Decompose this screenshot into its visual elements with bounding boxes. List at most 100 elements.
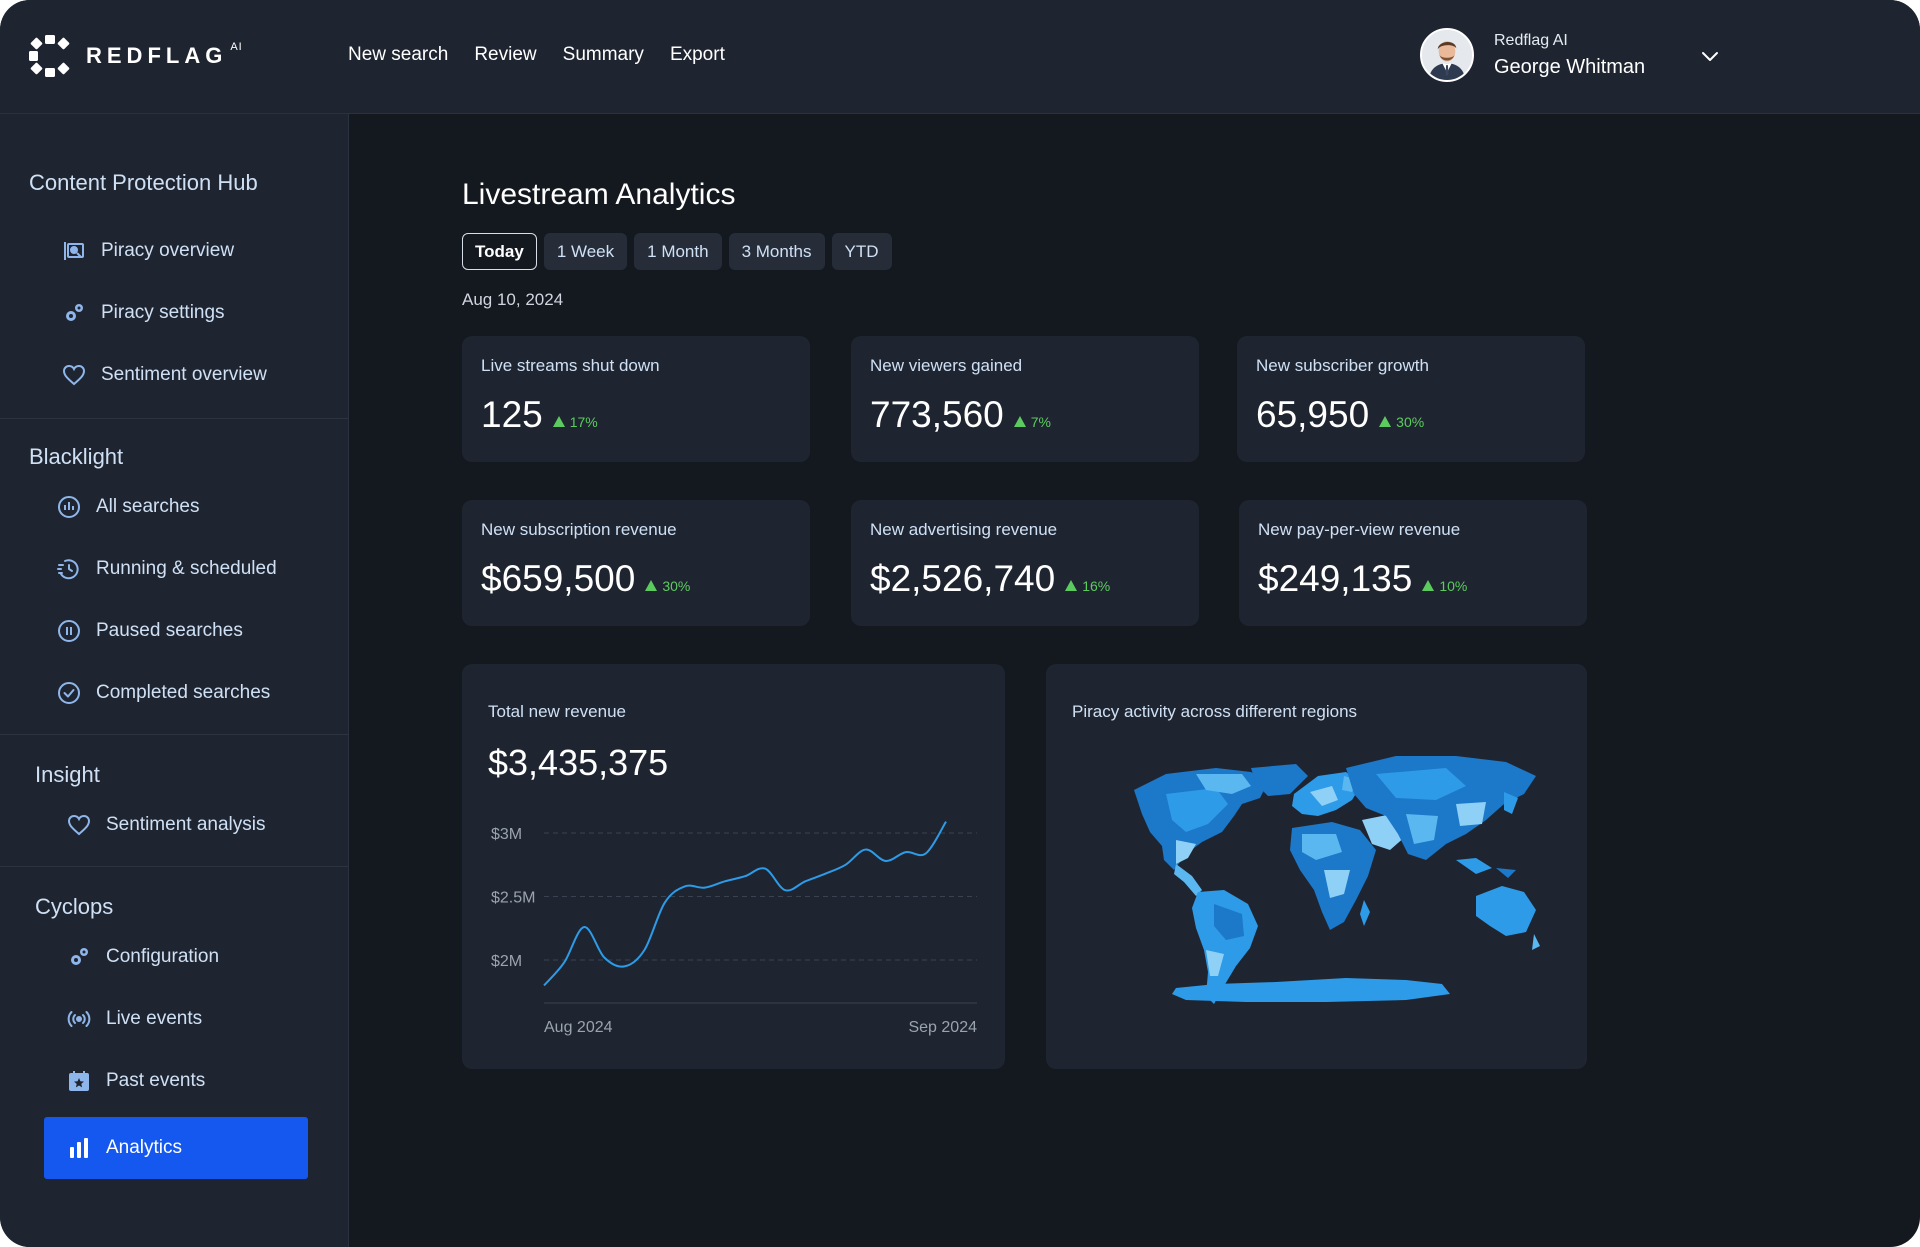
sidebar-item-live-events[interactable]: Live events — [66, 1006, 202, 1032]
stat-label: New subscriber growth — [1256, 356, 1429, 375]
delta-value: 30% — [662, 577, 691, 594]
brand-name: REDFLAG — [86, 43, 228, 68]
delta-value: 10% — [1439, 577, 1468, 594]
sidebar-item-sentiment-analysis[interactable]: Sentiment analysis — [66, 812, 265, 838]
y-tick-label: $2.5M — [491, 890, 535, 907]
tab-1-month[interactable]: 1 Month — [634, 233, 722, 270]
revenue-series-line — [543, 821, 947, 987]
avatar[interactable] — [1420, 28, 1474, 82]
piracy-map-card: Piracy activity across different regions — [1046, 664, 1587, 1069]
nav-export[interactable]: Export — [669, 44, 725, 65]
check-circle-icon — [56, 680, 82, 706]
pause-circle-icon — [56, 618, 82, 644]
chevron-down-icon[interactable] — [1700, 46, 1720, 66]
sidebar-item-piracy-overview[interactable]: Piracy overview — [61, 238, 234, 264]
chart-title: Total new revenue — [488, 702, 626, 721]
delta-value: 7% — [1030, 413, 1051, 430]
stat-card-new-viewers-gained: New viewers gained 773,560 7% — [851, 336, 1199, 462]
sidebar-item-label: Piracy overview — [101, 240, 235, 261]
stat-value: $659,500 — [481, 558, 636, 599]
sidebar-item-completed-searches[interactable]: Completed searches — [56, 680, 270, 706]
broadcast-icon — [66, 1006, 92, 1032]
user-menu[interactable]: Redflag AI George Whitman — [1420, 28, 1645, 82]
sidebar-item-all-searches[interactable]: All searches — [56, 494, 200, 520]
sidebar-divider — [0, 734, 349, 735]
sidebar-item-label: Piracy settings — [101, 302, 225, 323]
tab-today[interactable]: Today — [462, 233, 537, 270]
sidebar-divider — [0, 866, 349, 867]
sidebar-item-running-scheduled[interactable]: Running & scheduled — [56, 556, 277, 582]
tab-3-months[interactable]: 3 Months — [728, 233, 825, 270]
delta-value: 17% — [569, 413, 598, 430]
sidebar-item-label: Past events — [106, 1070, 206, 1091]
brand-logo[interactable]: REDFLAG AI — [28, 34, 243, 78]
sidebar-item-paused-searches[interactable]: Paused searches — [56, 618, 243, 644]
map-region-antarctica — [1172, 978, 1450, 1002]
stat-value: $2,526,740 — [870, 558, 1056, 599]
brand-superscript: AI — [230, 41, 243, 53]
stat-value: 773,560 — [870, 394, 1004, 435]
up-arrow-icon — [645, 580, 658, 591]
stat-row: 125 17% — [481, 394, 598, 436]
user-org: Redflag AI — [1494, 31, 1568, 49]
sidebar-item-configuration[interactable]: Configuration — [66, 944, 219, 970]
revenue-line-chart: $3M $2.5M $2M Aug 2024 Sep 2024 — [491, 821, 977, 1036]
nav-review[interactable]: Review — [474, 44, 537, 65]
stat-value: 65,950 — [1256, 394, 1370, 435]
section-title-content-protection-hub: Content Protection Hub — [29, 170, 258, 195]
sidebar-item-label: Analytics — [106, 1137, 183, 1158]
sidebar-item-analytics[interactable]: Analytics — [44, 1117, 308, 1179]
delta-badge: 17% — [552, 413, 598, 430]
tab-1-week[interactable]: 1 Week — [543, 233, 628, 270]
sidebar-item-label: Sentiment overview — [101, 364, 267, 385]
sidebar-item-past-events[interactable]: Past events — [66, 1068, 205, 1094]
delta-value: 30% — [1396, 413, 1425, 430]
stat-value: $249,135 — [1258, 558, 1413, 599]
map-region-greenland — [1251, 764, 1308, 796]
y-tick-label: $2M — [491, 953, 522, 970]
section-title-blacklight: Blacklight — [29, 444, 124, 469]
delta-badge: 7% — [1013, 413, 1051, 430]
sidebar: Content Protection Hub Piracy overview P… — [0, 114, 349, 1247]
sidebar-item-sentiment-overview[interactable]: Sentiment overview — [61, 362, 267, 388]
redflag-logo-icon — [29, 35, 70, 77]
stat-row: $2,526,740 16% — [870, 558, 1110, 600]
chart-total-value: $3,435,375 — [488, 742, 669, 783]
delta-badge: 10% — [1422, 578, 1467, 594]
delta-badge: 30% — [1379, 414, 1424, 430]
map-title: Piracy activity across different regions — [1072, 702, 1358, 721]
sidebar-divider — [0, 418, 349, 419]
page-title: Livestream Analytics — [462, 178, 736, 211]
heart-icon — [66, 812, 92, 838]
nav-new-search[interactable]: New search — [348, 44, 449, 65]
gears-icon — [66, 944, 92, 970]
sidebar-item-label: All searches — [96, 496, 200, 517]
stat-row: $659,500 30% — [481, 558, 690, 600]
tab-ytd[interactable]: YTD — [831, 233, 892, 270]
stat-row: 65,950 30% — [1256, 394, 1424, 436]
total-revenue-card: Total new revenue $3,435,375 $3M $2.5M $2M… — [462, 664, 1005, 1069]
sidebar-item-piracy-settings[interactable]: Piracy settings — [61, 300, 225, 326]
map-region-central-america — [1174, 864, 1202, 896]
up-arrow-icon — [1013, 416, 1026, 427]
nav-summary[interactable]: Summary — [562, 44, 644, 65]
stat-label: Live streams shut down — [481, 356, 660, 375]
gears-icon — [61, 300, 87, 326]
sidebar-item-label: Running & scheduled — [96, 558, 277, 579]
sidebar-item-label: Paused searches — [96, 620, 243, 641]
stat-label: New subscription revenue — [481, 520, 677, 539]
sidebar-item-label: Configuration — [106, 946, 220, 967]
stat-card-new-subscription-revenue: New subscription revenue $659,500 30% — [462, 500, 810, 626]
bar-chart-icon — [66, 1135, 92, 1161]
stat-card-new-pay-per-view-revenue: New pay-per-view revenue $249,135 10% — [1239, 500, 1587, 626]
radar-icon — [56, 494, 82, 520]
stat-value: 125 — [481, 394, 543, 435]
up-arrow-icon — [1379, 416, 1392, 427]
heart-icon — [61, 362, 87, 388]
x-tick-label: Aug 2024 — [544, 1019, 613, 1036]
stat-card-live-streams-shut-down: Live streams shut down 125 17% — [462, 336, 810, 462]
date-range-tabs: Today 1 Week 1 Month 3 Months YTD — [462, 233, 892, 270]
y-tick-label: $3M — [491, 826, 522, 843]
section-title-cyclops: Cyclops — [35, 894, 114, 919]
map-region-oceania — [1476, 886, 1536, 936]
